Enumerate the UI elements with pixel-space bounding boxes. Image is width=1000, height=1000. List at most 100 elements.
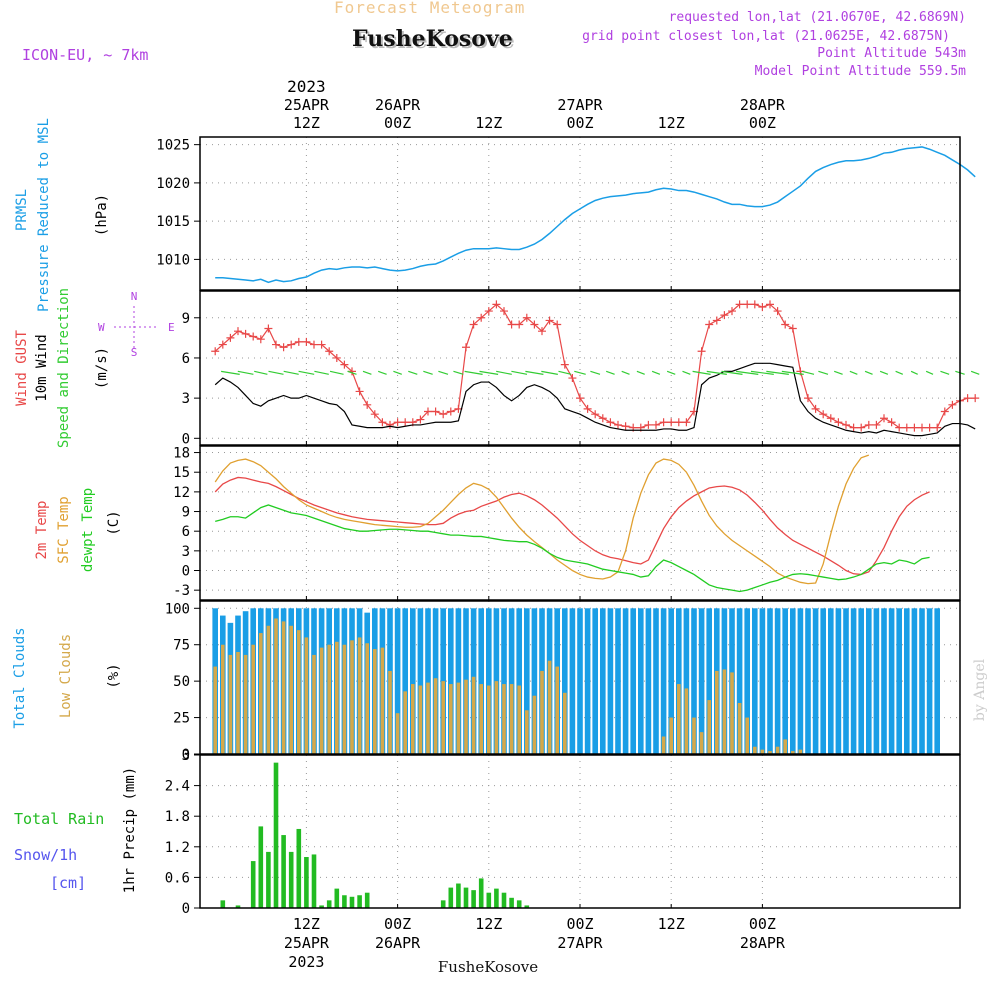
low-cloud-bar <box>494 681 499 754</box>
y-tick-label: 100 <box>165 601 190 617</box>
gust-line <box>214 303 976 429</box>
gust-marker <box>370 410 379 419</box>
wind-dir-arrow <box>298 370 315 375</box>
total-cloud-bar <box>524 608 530 754</box>
gust-marker <box>249 332 258 341</box>
gust-marker <box>226 333 235 342</box>
low-cloud-bar <box>259 633 263 754</box>
wind-dir-arrow <box>750 370 774 375</box>
gust-marker <box>728 307 736 316</box>
total-cloud-bar <box>600 608 606 754</box>
gust-marker <box>515 320 524 329</box>
total-cloud-bar <box>676 608 682 754</box>
low-cloud-bar <box>388 670 392 754</box>
gust-marker <box>971 394 980 403</box>
gust-marker <box>826 414 835 423</box>
wind-dir-arrow <box>692 370 711 375</box>
low-cloud-bar <box>753 746 757 754</box>
low-cloud-bar <box>365 643 369 754</box>
total-cloud-bar <box>653 608 659 754</box>
bottom-hour-label: 12Z <box>293 915 320 933</box>
total-cloud-bar <box>410 608 416 754</box>
top-date-label: 26APR <box>375 96 421 114</box>
gust-marker <box>902 423 911 432</box>
low-cloud-bar <box>471 676 476 754</box>
low-cloud-bar <box>737 703 742 754</box>
wind-dir-arrow <box>221 370 240 375</box>
gust-marker <box>325 347 334 356</box>
low-cloud-bar <box>433 678 438 754</box>
gust-marker <box>355 387 364 396</box>
low-cloud-bar <box>517 685 521 754</box>
gust-marker <box>750 300 759 309</box>
wind-dir-arrow <box>590 370 601 375</box>
gust-marker <box>864 420 873 429</box>
wind-dir-arrow <box>453 370 464 375</box>
low-cloud-bar <box>730 672 734 754</box>
wind-dir-arrow <box>621 370 630 375</box>
gust-marker <box>234 327 242 336</box>
gust-marker <box>241 329 250 338</box>
rain-bar <box>448 887 454 908</box>
y-tick-label: 75 <box>173 638 190 654</box>
y-tick-label: 0 <box>182 564 190 580</box>
gust-marker <box>849 423 858 432</box>
low-cloud-bar <box>684 688 689 754</box>
gust-marker <box>340 360 349 369</box>
total-cloud-bar <box>440 608 446 754</box>
wind-dir-arrow <box>895 370 904 375</box>
total-cloud-bar <box>402 608 408 754</box>
gust-marker <box>705 320 714 329</box>
gust-marker <box>659 418 668 427</box>
low-cloud-bar <box>403 691 407 754</box>
rain-bar <box>463 887 469 908</box>
gust-marker <box>925 423 934 432</box>
gust-marker <box>697 347 706 356</box>
total-cloud-bar <box>767 608 773 754</box>
total-cloud-bar <box>630 608 636 754</box>
total-cloud-bar <box>501 608 507 754</box>
gust-marker <box>272 340 280 349</box>
y-tick-label: 12 <box>173 485 190 501</box>
wind-dir-arrow <box>283 370 299 375</box>
total-cloud-bar <box>888 608 895 754</box>
low-cloud-bar <box>251 644 255 754</box>
bottom-date-label: 25APR <box>284 934 330 952</box>
total-cloud-bar <box>584 608 591 754</box>
pressure-line <box>215 146 976 284</box>
gust-marker <box>880 414 888 423</box>
wind-dir-arrow <box>237 370 254 375</box>
gust-marker <box>279 343 288 352</box>
y-tick-label: 25 <box>173 711 190 727</box>
total-cloud-bar <box>881 608 887 754</box>
precip-rain-label: Total Rain <box>14 810 104 828</box>
wind-dir-arrow <box>525 370 544 375</box>
gust-marker <box>431 407 440 416</box>
model-label: ICON-EU, ~ 7km <box>22 46 149 64</box>
precip-snow-unit: [cm] <box>50 874 86 892</box>
gust-marker <box>682 418 691 427</box>
low-cloud-bar <box>547 660 552 754</box>
y-tick-label: 1010 <box>156 252 190 268</box>
wind-dir-arrow <box>833 370 843 375</box>
rain-bar <box>235 905 241 908</box>
gust-marker <box>857 423 866 432</box>
panel-frame <box>199 754 961 909</box>
panel-frame <box>199 136 961 291</box>
wind-dir-arrow <box>605 370 615 375</box>
gust-marker <box>256 335 265 344</box>
total-cloud-bar <box>904 608 910 754</box>
y-tick-label: 2.4 <box>165 779 190 795</box>
compass-n: N <box>131 290 138 303</box>
top-date-label: 25APR <box>284 96 330 114</box>
chart-title: Forecast Meteogram <box>334 0 526 17</box>
y-tick-label: 1015 <box>156 214 190 230</box>
gust-marker <box>720 311 729 320</box>
wind-dir-arrow <box>879 370 889 375</box>
gust-marker <box>819 410 828 419</box>
gust-marker <box>895 423 904 432</box>
total-cloud-bar <box>425 608 431 754</box>
low-cloud-bar <box>213 666 217 754</box>
gust-marker <box>530 320 539 329</box>
